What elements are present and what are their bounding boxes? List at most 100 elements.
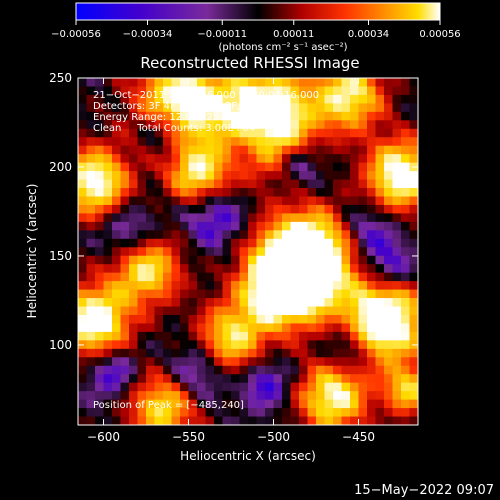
heatmap-cell [341,314,351,325]
heatmap-cell [112,120,122,130]
heatmap-cell [86,238,96,248]
heatmap-cell [256,137,266,147]
heatmap-cell [180,298,190,308]
heatmap-cell [350,213,360,223]
heatmap-cell [350,408,360,418]
heatmap-cell [180,179,190,189]
heatmap-cell [222,272,232,282]
heatmap-cell [392,188,402,198]
heatmap-cell [375,128,385,138]
heatmap-cell [401,137,411,147]
heatmap-cell [409,289,418,299]
heatmap-cell [188,374,198,384]
heatmap-cell [358,331,368,341]
heatmap-cell [154,264,164,274]
heatmap-cell [86,103,96,113]
heatmap-cell [307,94,317,104]
heatmap-cell [222,196,232,206]
heatmap-cell [409,365,418,375]
heatmap-cell [86,86,96,96]
heatmap-cell [324,188,334,198]
heatmap-cell [188,348,198,358]
y-tick-label: 250 [49,71,72,85]
heatmap-cell [273,348,283,358]
heatmap-cell [214,188,224,198]
heatmap-cell [86,408,96,418]
heatmap-cell [299,162,309,172]
heatmap-cell [95,416,105,425]
heatmap-cell [180,357,190,367]
heatmap-cell [163,128,173,138]
heatmap-cell [78,323,88,333]
heatmap-cell [171,272,181,282]
heatmap-cell [307,391,317,401]
heatmap-cell [367,221,377,231]
heatmap-cell [180,196,190,206]
colorbar-tick-label: −0.00056 [51,29,101,40]
heatmap-cell [231,314,241,325]
heatmap-cell [290,374,300,384]
heatmap-cell [273,272,283,282]
heatmap-cell [137,399,147,409]
heatmap-cell [112,374,122,384]
heatmap-cell [137,306,147,316]
heatmap-cell [171,255,181,265]
heatmap-cell [154,391,164,401]
heatmap-cell [222,416,232,425]
heatmap-cell [112,162,122,172]
heatmap-cell [120,196,130,206]
heatmap-cell [299,408,309,418]
heatmap-cell [146,120,156,130]
heatmap-cell [333,145,343,155]
heatmap-cell [163,204,173,215]
heatmap-cell [205,247,215,257]
heatmap-cell [401,399,411,409]
heatmap-cell [180,171,190,181]
heatmap-cell [409,103,418,113]
heatmap-cell [290,221,300,231]
heatmap-cell [137,331,147,341]
heatmap-cell [384,78,394,88]
heatmap-cell [205,204,215,215]
heatmap-cell [299,399,309,409]
heatmap-cell [358,374,368,384]
heatmap-cell [171,128,181,138]
heatmap-cell [146,374,156,384]
heatmap-cell [341,179,351,189]
heatmap-cell [239,331,249,341]
heatmap-cell [401,247,411,257]
heatmap-cell [120,230,130,240]
heatmap-cell [401,348,411,358]
heatmap-cell [341,221,351,231]
heatmap-cell [188,179,198,189]
heatmap-cell [409,331,418,341]
heatmap-cell [86,179,96,189]
heatmap-cell [256,154,266,164]
heatmap-cell [129,382,139,392]
heatmap-cell [163,357,173,367]
heatmap-cell [333,382,343,392]
heatmap-cell [248,255,258,265]
heatmap-cell [188,230,198,240]
heatmap-cell [120,289,130,299]
heatmap-cell [95,221,105,231]
heatmap-cell [214,137,224,147]
heatmap-cell [188,331,198,341]
heatmap-cell [129,137,139,147]
heatmap-cell [112,255,122,265]
heatmap-cell [256,391,266,401]
heatmap-cell [78,120,88,130]
heatmap-cell [358,128,368,138]
heatmap-cell [239,365,249,375]
heatmap-cell [299,86,309,96]
heatmap-cell [282,162,292,172]
heatmap-cell [231,238,241,248]
heatmap-cell [358,264,368,274]
heatmap-cell [95,128,105,138]
heatmap-cell [171,247,181,257]
heatmap-cell [290,86,300,96]
heatmap-cell [231,179,241,189]
heatmap-cell [214,162,224,172]
heatmap-cell [222,255,232,265]
heatmap-cell [163,374,173,384]
